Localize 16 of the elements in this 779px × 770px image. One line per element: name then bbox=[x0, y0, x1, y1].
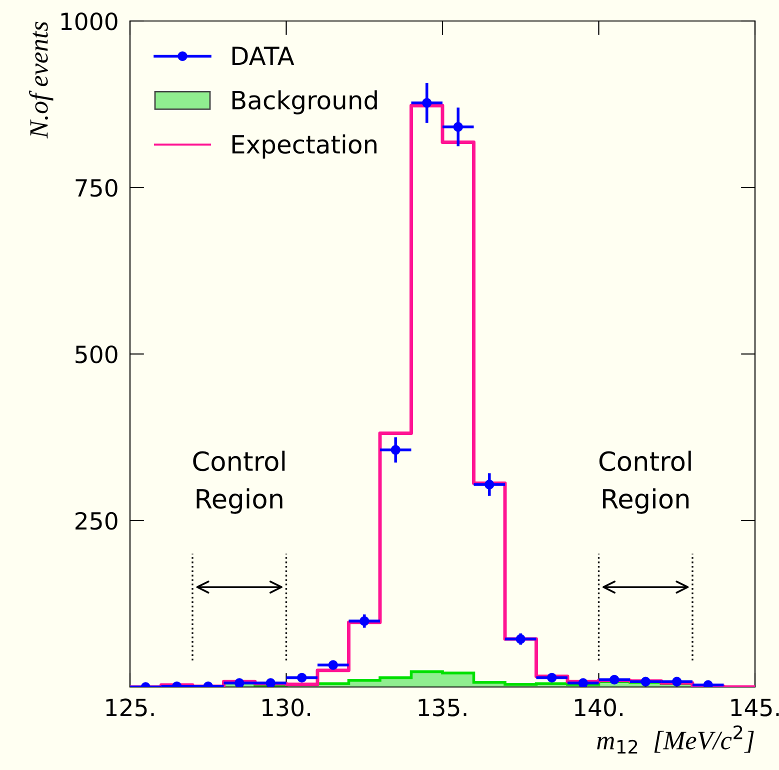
y-tick-label: 1000 bbox=[61, 12, 118, 30]
y-axis-title: N.of events bbox=[29, 22, 54, 138]
y-tick-label: 500 bbox=[76, 345, 118, 364]
x-axis-title: m$_{12}$ [MeV/c$^{2}$] bbox=[597, 725, 754, 754]
y-tick-label: 250 bbox=[76, 512, 118, 530]
x-tick-label: 140. bbox=[575, 698, 622, 716]
legend-label: DATA bbox=[232, 46, 294, 65]
x-tick-label: 125. bbox=[106, 698, 154, 716]
x-tick-label: 145. bbox=[731, 698, 779, 716]
x-tick-label: 135. bbox=[418, 698, 466, 716]
x-tick-label: 130. bbox=[262, 698, 310, 716]
annotation: Control Region bbox=[599, 450, 691, 514]
legend-label: Expectation bbox=[232, 134, 376, 159]
annotation: Control Region bbox=[193, 450, 285, 514]
legend-label: Background bbox=[232, 90, 377, 114]
y-tick-label: 750 bbox=[76, 178, 118, 197]
